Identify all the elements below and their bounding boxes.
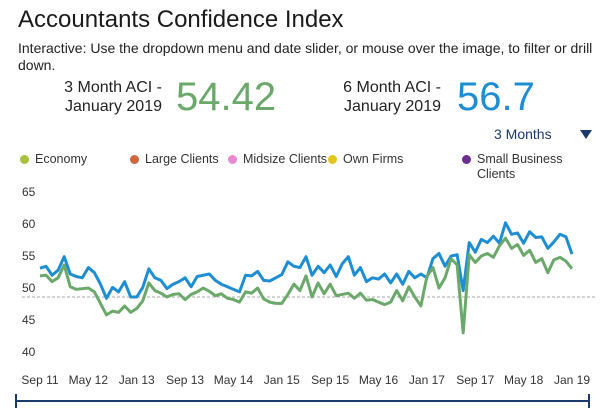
legend-label[interactable]: Economy	[35, 152, 88, 166]
dropdown[interactable]: 3 Months	[494, 126, 552, 142]
kpi-value: 56.7	[457, 75, 535, 119]
legend-dot[interactable]	[228, 155, 237, 164]
x-tick-label: Jan 13	[119, 373, 155, 387]
x-tick-label: Sep 15	[311, 373, 349, 387]
y-tick-label: 60	[22, 217, 36, 231]
y-tick-label: 55	[22, 249, 36, 263]
x-tick-label: Sep 11	[21, 373, 58, 387]
x-tick-label: Sep 17	[456, 373, 494, 387]
legend-dot[interactable]	[130, 155, 139, 164]
legend-dot[interactable]	[328, 155, 337, 164]
y-tick-label: 65	[22, 185, 36, 199]
legend-label[interactable]: Midsize Clients	[243, 152, 328, 166]
x-tick-label: May 18	[504, 373, 544, 387]
legend-label[interactable]: Small Business Clients	[477, 152, 563, 181]
series-line	[39, 221, 574, 300]
series-line	[39, 236, 574, 335]
legend-label[interactable]: Own Firms	[343, 152, 404, 166]
y-tick-label: 40	[22, 345, 36, 359]
title: Accountants Confidence Index	[18, 6, 344, 33]
x-tick-label: Jan 15	[264, 373, 300, 387]
x-tick-label: May 16	[359, 373, 399, 387]
y-tick-label: 50	[22, 281, 36, 295]
x-tick-label: Jan 19	[554, 373, 590, 387]
subtitle: Interactive: Use the dropdown menu and d…	[18, 40, 593, 73]
x-tick-label: May 14	[214, 373, 254, 387]
kpi-value: 54.42	[176, 75, 277, 119]
x-tick-label: Jan 17	[409, 373, 445, 387]
legend-dot[interactable]	[462, 155, 471, 164]
y-tick-label: 45	[22, 313, 36, 327]
kpi-label: 3 Month ACI - January 2019	[64, 79, 162, 115]
dropdown-arrow[interactable]	[580, 130, 592, 140]
kpi-label: 6 Month ACI - January 2019	[343, 79, 441, 115]
x-tick-label: Sep 13	[166, 373, 204, 387]
legend-label[interactable]: Large Clients	[145, 152, 219, 166]
legend-dot[interactable]	[20, 155, 29, 164]
x-tick-label: May 12	[69, 373, 109, 387]
